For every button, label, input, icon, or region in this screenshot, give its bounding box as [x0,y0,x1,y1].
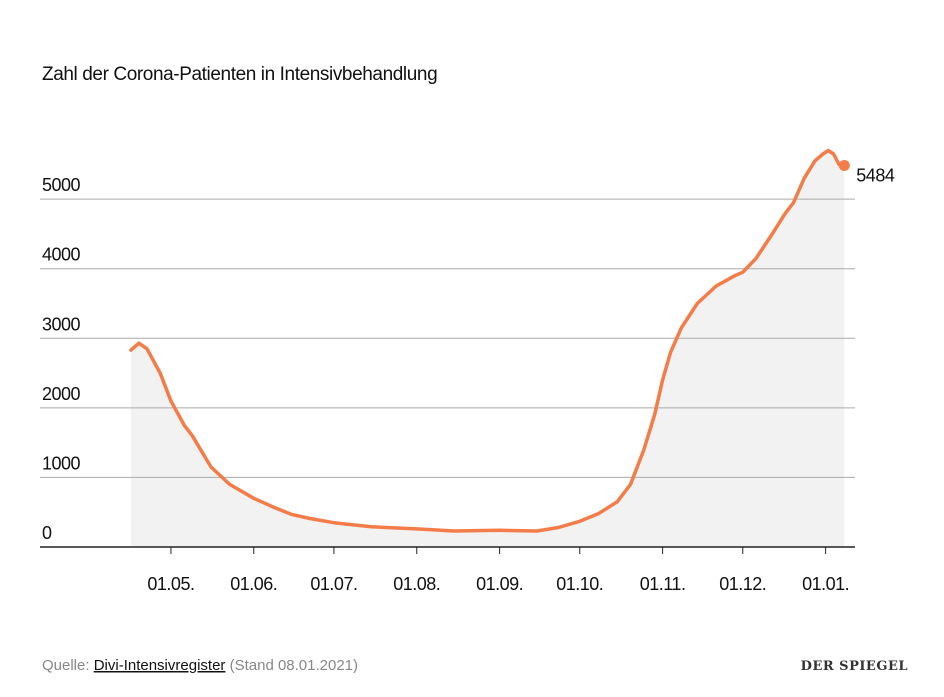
end-label: 5484 [856,166,895,186]
area-fill [130,150,845,547]
x-tick-label: 01.10. [556,574,603,594]
y-tick-label: 3000 [42,314,81,334]
y-tick-label: 2000 [42,384,81,404]
x-tick-label: 01.09. [476,574,523,594]
y-tick-label: 0 [42,523,52,543]
line [129,148,847,533]
source-link[interactable]: Divi-Intensivregister [94,657,226,674]
x-tick-label: 01.11. [640,574,686,594]
y-tick-label: 1000 [42,453,81,473]
x-tick-label: 01.12. [719,574,766,594]
source: Quelle: Divi-Intensivregister (Stand 08.… [42,657,358,674]
x-tick-label: 01.06. [230,574,277,594]
source-suffix: (Stand 08.01.2021) [230,657,358,674]
x-tick-label: 01.05. [147,574,194,594]
source-prefix: Quelle: [42,657,90,674]
y-tick-label: 4000 [42,245,81,265]
y-tick-label: 5000 [42,175,81,195]
logo: DER SPIEGEL [801,659,908,674]
end-dot [838,160,850,172]
chart-title: Zahl der Corona-Patienten in Intensivbeh… [42,64,437,85]
x-tick-label: 01.01. [802,574,849,594]
plot: 0 1000 2000 3000 4000 5000 01.05. 01.06. 01.07. 0… [40,148,895,594]
x-tick-label: 01.07. [310,574,357,594]
x-tick-label: 01.08. [393,574,440,594]
